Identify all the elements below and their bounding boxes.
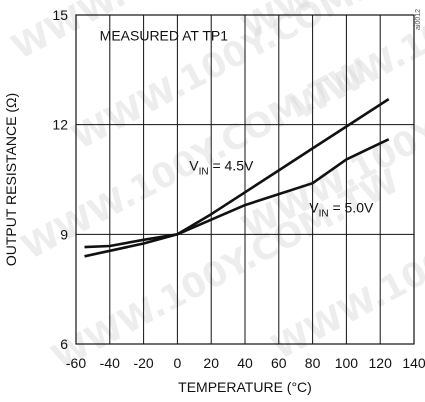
series-line-vin-5-0 bbox=[84, 138, 390, 249]
x-tick-label: 140 bbox=[402, 355, 425, 371]
annotation-vin-4-5-main: V bbox=[189, 157, 199, 173]
annotation-vin-5-0: VIN = 5.0V bbox=[309, 199, 374, 219]
figure-code: ai0012 bbox=[415, 9, 422, 30]
plot-frame bbox=[75, 14, 415, 345]
annotation-vin-5-0-sub: IN bbox=[319, 208, 329, 219]
x-tick-label: 80 bbox=[305, 355, 321, 371]
annotation-vin-4-5-sub: IN bbox=[199, 166, 209, 177]
annotation-vin-4-5-rest: = 4.5V bbox=[209, 157, 254, 173]
y-tick-label: 15 bbox=[52, 7, 68, 23]
series-layer bbox=[84, 98, 390, 258]
x-tick-label: 60 bbox=[271, 355, 287, 371]
annotation-measured: MEASURED AT TP1 bbox=[100, 28, 229, 44]
grid bbox=[76, 15, 414, 344]
annotation-vin-5-0-rest: = 5.0V bbox=[329, 199, 374, 215]
annotation-vin-4-5: VIN = 4.5V bbox=[189, 157, 254, 177]
y-tick-label: 6 bbox=[60, 336, 68, 352]
y-tick-label: 12 bbox=[52, 117, 68, 133]
x-tick-label: -60 bbox=[66, 355, 86, 371]
plot-border bbox=[75, 14, 415, 345]
x-tick-label: 100 bbox=[335, 355, 359, 371]
x-tick-label: 120 bbox=[369, 355, 393, 371]
y-axis-label: OUTPUT RESISTANCE (Ω) bbox=[3, 93, 19, 266]
x-tick-label: -40 bbox=[100, 355, 120, 371]
x-tick-label: 20 bbox=[203, 355, 219, 371]
x-tick-label: 0 bbox=[174, 355, 182, 371]
x-tick-label: -20 bbox=[133, 355, 153, 371]
tick-labels: -60 -40 -20 0 20 40 60 80 100 120 140 6 9 12 15 bbox=[52, 7, 425, 371]
x-tick-label: 40 bbox=[237, 355, 253, 371]
x-axis-label: TEMPERATURE (°C) bbox=[178, 379, 312, 395]
annotation-vin-5-0-main: V bbox=[309, 199, 319, 215]
series-line-vin-4-5 bbox=[84, 98, 390, 258]
y-tick-label: 9 bbox=[60, 226, 68, 242]
watermark-layer: WWW.100Y.COM.TWWWW.100Y.COM.TWWWW.100Y.C… bbox=[5, 0, 425, 378]
